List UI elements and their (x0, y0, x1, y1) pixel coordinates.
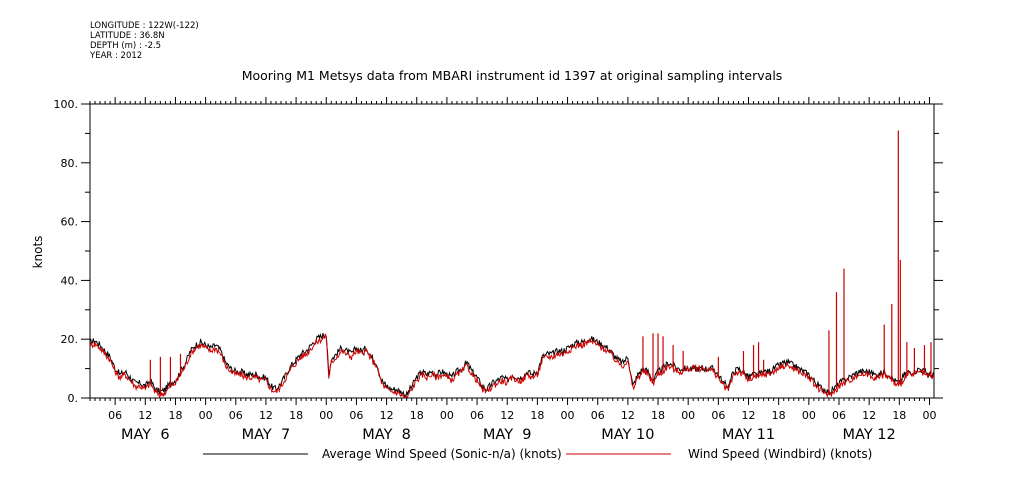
x-hour-label: 18 (289, 409, 303, 422)
x-hour-label: 06 (832, 409, 846, 422)
x-hour-label: 18 (892, 409, 906, 422)
x-hour-label: 00 (199, 409, 213, 422)
x-day-label: MAY 11 (722, 427, 775, 443)
y-axis-label: knots (31, 236, 45, 269)
series-line-windbird (90, 333, 934, 398)
plot-area: 0. 20. 40. 60. 80. 100. 06 12 18 00 06 12 18 00 06 12 18… (54, 97, 943, 443)
x-hour-label: 00 (922, 409, 936, 422)
legend-label-average-sonic: Average Wind Speed (Sonic-n/a) (knots) (322, 447, 562, 461)
x-day-label: MAY 12 (843, 427, 896, 443)
y-tick-label: 20. (61, 333, 79, 346)
legend: Average Wind Speed (Sonic-n/a) (knots) Wi… (203, 447, 872, 461)
x-day-label: MAY 8 (362, 427, 411, 443)
x-day-label: MAY 9 (483, 427, 532, 443)
x-hour-label: 18 (168, 409, 182, 422)
series-line-average-sonic (90, 332, 934, 398)
x-day-label: MAY 7 (242, 427, 291, 443)
depth-text: DEPTH (m) : -2.5 (90, 41, 162, 51)
y-tick-label: 40. (61, 274, 79, 287)
x-hour-label: 12 (742, 409, 756, 422)
x-hour-label: 00 (440, 409, 454, 422)
x-hour-label: 06 (591, 409, 605, 422)
x-hour-label: 12 (380, 409, 394, 422)
x-hour-label: 12 (862, 409, 876, 422)
latitude-text: LATITUDE : 36.8N (90, 31, 165, 41)
x-hour-label: 06 (349, 409, 363, 422)
x-hour-label: 00 (319, 409, 333, 422)
x-day-label: MAY 6 (121, 427, 170, 443)
x-hour-label: 12 (138, 409, 152, 422)
y-tick-label: 60. (61, 216, 79, 229)
x-hour-label: 06 (470, 409, 484, 422)
longitude-text: LONGITUDE : 122W(-122) (90, 21, 199, 31)
metadata-block: LONGITUDE : 122W(-122) LATITUDE : 36.8N … (90, 21, 199, 61)
x-hour-label: 18 (651, 409, 665, 422)
x-hour-label: 18 (772, 409, 786, 422)
year-text: YEAR : 2012 (90, 51, 143, 61)
y-tick-label: 80. (61, 157, 79, 170)
x-hour-label: 06 (108, 409, 122, 422)
x-hour-label: 00 (681, 409, 695, 422)
x-day-label: MAY 10 (601, 427, 654, 443)
y-tick-label: 0. (68, 392, 79, 405)
x-hour-label: 06 (711, 409, 725, 422)
x-hour-label: 06 (229, 409, 243, 422)
x-hour-label: 00 (561, 409, 575, 422)
x-hour-label: 12 (621, 409, 635, 422)
legend-label-windbird: Wind Speed (Windbird) (knots) (688, 447, 872, 461)
x-hour-label: 18 (410, 409, 424, 422)
x-hour-label: 12 (500, 409, 514, 422)
x-hour-label: 12 (259, 409, 273, 422)
chart-title: Mooring M1 Metsys data from MBARI instru… (242, 68, 783, 83)
x-hour-label: 00 (802, 409, 816, 422)
plot-frame (89, 103, 935, 399)
y-tick-label: 100. (54, 98, 79, 111)
x-hour-label: 18 (530, 409, 544, 422)
